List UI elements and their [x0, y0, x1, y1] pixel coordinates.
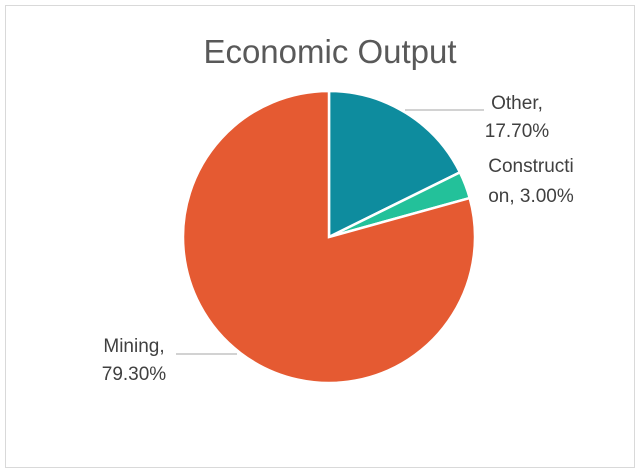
leader-lines — [176, 109, 484, 355]
data-label-mining-line2: 79.30% — [102, 364, 167, 385]
chart-title: Economic Output — [203, 33, 456, 70]
data-labels: Other, 17.70% Constructi on, 3.00% Mining, 79… — [102, 93, 574, 385]
data-label-mining-line1: Mining, — [103, 336, 164, 357]
pie-slice-other — [327, 89, 462, 240]
data-label-construction-line2: on, 3.00% — [488, 186, 574, 207]
pie-slices — [181, 89, 477, 385]
data-label-construction-line1: Constructi — [488, 156, 574, 177]
data-label-other-line1: Other, — [491, 93, 543, 114]
data-label-other-line2: 17.70% — [485, 121, 550, 142]
pie-slice-mining — [181, 89, 477, 385]
